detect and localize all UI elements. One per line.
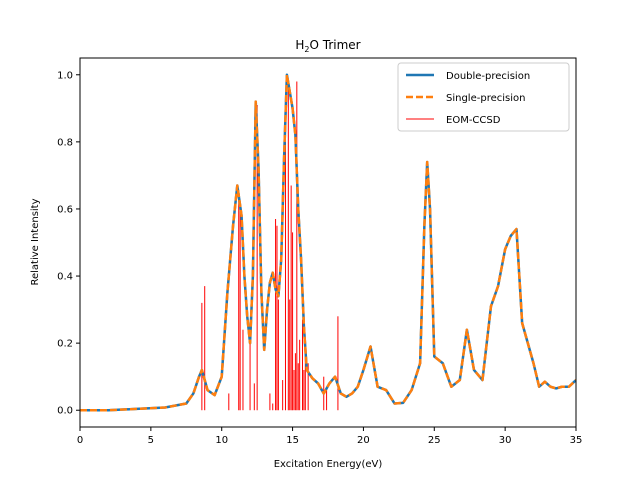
legend-label-eom: EOM-CCSD — [446, 115, 501, 126]
chart-title: H2O Trimer — [295, 38, 360, 54]
y-tick-label: 0.4 — [57, 272, 73, 283]
x-axis-label: Excitation Energy(eV) — [274, 459, 383, 470]
single-precision-line — [80, 73, 576, 412]
plot-frame — [79, 57, 577, 428]
y-tick-label: 0.6 — [57, 204, 73, 215]
legend-box — [397, 62, 570, 132]
y-axis-ticks: 0.0 0.2 0.4 0.6 0.8 1.0 — [57, 70, 80, 417]
legend-label-double: Double-precision — [446, 71, 530, 82]
y-tick-label: 0.2 — [57, 339, 73, 350]
x-tick-label: 25 — [428, 435, 441, 446]
y-tick-label: 1.0 — [57, 70, 73, 81]
x-tick-label: 20 — [357, 435, 370, 446]
x-tick-label: 35 — [570, 435, 583, 446]
spectrum-curves — [80, 73, 576, 412]
legend: Double-precision Single-precision EOM-CC… — [397, 62, 570, 132]
x-tick-label: 5 — [148, 435, 154, 446]
x-tick-label: 0 — [77, 435, 83, 446]
y-tick-label: 0.0 — [57, 406, 73, 417]
x-tick-label: 10 — [215, 435, 228, 446]
x-tick-label: 15 — [286, 435, 299, 446]
y-tick-label: 0.8 — [57, 137, 73, 148]
x-tick-label: 30 — [499, 435, 512, 446]
eom-ccsd-sticks — [201, 81, 339, 411]
y-axis-label: Relative Intensity — [30, 198, 41, 285]
x-axis-ticks: 0 5 10 15 20 25 30 35 — [77, 427, 583, 446]
legend-label-single: Single-precision — [446, 93, 525, 104]
